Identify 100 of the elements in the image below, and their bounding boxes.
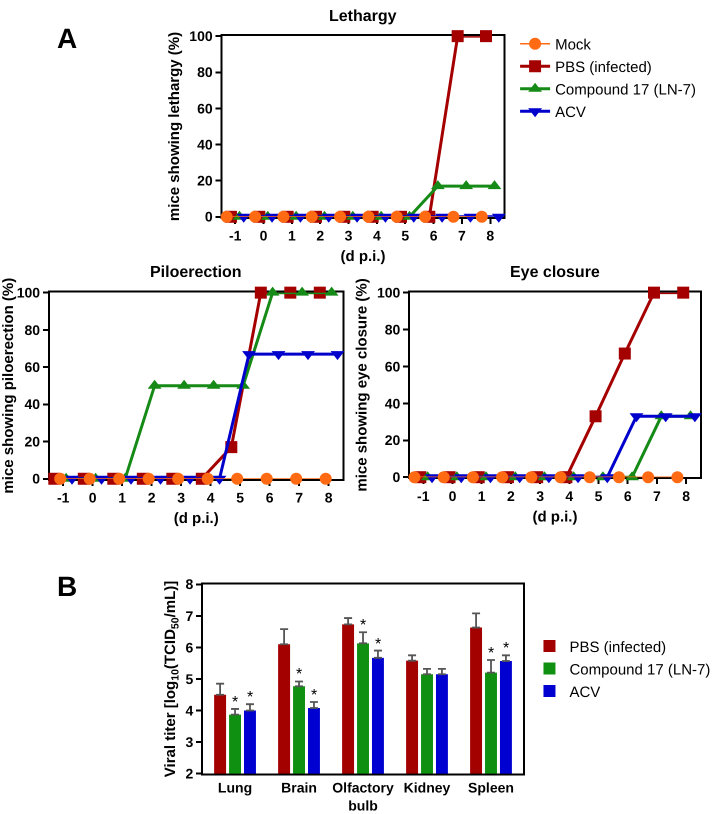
point <box>142 472 155 485</box>
x-tick-label: Lung <box>218 779 252 796</box>
point <box>438 471 450 484</box>
x-axis-title: (d p.i.) <box>340 248 386 266</box>
x-tick-label: 7 <box>458 228 466 244</box>
legend-label: ACV <box>555 104 586 122</box>
chart-title: Eye closure <box>510 264 600 281</box>
point <box>496 471 508 484</box>
y-tick-label: 2 <box>185 765 194 782</box>
point <box>408 471 420 484</box>
point <box>648 286 660 299</box>
point <box>260 472 273 485</box>
y-tick-label: 7 <box>185 608 194 624</box>
x-tick-label: -1 <box>228 228 242 244</box>
data-label: * <box>232 694 238 711</box>
y-tick-label: 3 <box>185 734 194 750</box>
y-tick-label: 0 <box>392 469 401 486</box>
legend-label: PBS (infected) <box>569 638 666 656</box>
x-tick-label: 1 <box>478 488 486 504</box>
point <box>466 471 479 484</box>
y-tick-label: 4 <box>185 702 194 718</box>
y-tick-label: 40 <box>384 395 401 412</box>
point <box>202 472 214 485</box>
y-tick-label: 40 <box>197 136 213 152</box>
data-label: * <box>375 636 382 653</box>
x-tick-label: 0 <box>88 490 97 506</box>
y-axis-title: mice showing piloerection (%) <box>0 278 17 494</box>
x-tick-label: 2 <box>148 490 156 506</box>
y-tick-label: 0 <box>32 470 40 487</box>
point <box>231 472 244 485</box>
y-tick-label: 80 <box>197 64 213 80</box>
x-tick-label: -1 <box>56 490 70 506</box>
point <box>671 471 684 484</box>
y-tick-label: 80 <box>24 322 40 338</box>
x-tick-label: 4 <box>565 488 574 504</box>
x-axis-title: (d p.i.) <box>532 508 578 526</box>
text: B <box>57 571 78 602</box>
y-tick-label: 40 <box>24 396 40 412</box>
text: A <box>57 23 78 54</box>
y-tick-label: 80 <box>384 321 401 338</box>
chart-title: Piloerection <box>150 264 242 281</box>
x-tick-label: 2 <box>316 228 324 244</box>
y-tick-label: 60 <box>384 358 401 374</box>
point <box>84 472 96 485</box>
data-label: * <box>360 617 366 634</box>
y-tick-label: 20 <box>384 432 401 448</box>
point <box>590 410 602 422</box>
x-tick-label: Olfactory bulb <box>332 779 394 814</box>
y-tick-label: 20 <box>24 433 40 450</box>
data-label: * <box>311 687 318 704</box>
legend-label: ACV <box>569 684 600 701</box>
y-tick-label: 5 <box>185 670 194 687</box>
legend-label: Compound 17 (LN-7) <box>569 661 710 678</box>
x-tick-label: 8 <box>682 488 690 504</box>
x-tick-label: 6 <box>430 228 438 244</box>
y-tick-label: 60 <box>197 100 213 116</box>
point <box>642 471 654 484</box>
x-tick-label: 6 <box>266 490 274 506</box>
y-tick-label: 100 <box>376 284 401 301</box>
x-tick-label: Kidney <box>404 779 451 796</box>
y-tick-label: 0 <box>204 208 213 225</box>
y-axis-title: mice showing eye closure (%) <box>354 278 371 492</box>
point <box>113 472 126 485</box>
chart-title: Lethargy <box>329 8 397 25</box>
point <box>320 472 332 485</box>
x-tick-label: 7 <box>653 488 662 504</box>
point <box>290 472 302 485</box>
legend-label: Mock <box>555 36 592 54</box>
x-tick-label: 7 <box>295 490 304 506</box>
point <box>525 471 538 484</box>
y-axis-title: mice showing lethargy (%) <box>166 32 184 222</box>
point <box>584 471 596 484</box>
x-tick-label: 0 <box>448 488 457 504</box>
x-tick-label: 3 <box>536 488 544 504</box>
y-tick-label: 8 <box>185 576 194 592</box>
x-tick-label: 3 <box>344 228 353 244</box>
x-tick-label: 2 <box>506 488 515 504</box>
y-tick-label: 100 <box>16 284 40 301</box>
y-tick-label: 60 <box>24 359 40 375</box>
data-label: * <box>488 645 494 662</box>
x-tick-label: 8 <box>324 490 333 506</box>
point <box>618 348 631 360</box>
x-tick-label: -1 <box>417 488 430 504</box>
legend-label: Compound 17 (LN-7) <box>555 82 696 99</box>
point <box>54 472 66 485</box>
point <box>612 471 625 484</box>
x-axis-title: (d p.i.) <box>174 510 219 528</box>
x-tick-label: 0 <box>260 228 268 244</box>
data-label: * <box>503 640 510 657</box>
x-tick-label: 1 <box>118 490 126 506</box>
x-tick-label: Brain <box>281 779 317 796</box>
point <box>554 471 567 484</box>
x-tick-label: 6 <box>624 488 632 504</box>
point <box>254 286 267 299</box>
data-label: * <box>296 666 302 683</box>
x-tick-label: Spleen <box>468 779 514 796</box>
x-tick-label: 4 <box>373 228 382 244</box>
y-tick-label: 100 <box>189 28 213 44</box>
x-tick-label: 5 <box>594 488 603 504</box>
point <box>677 286 690 299</box>
